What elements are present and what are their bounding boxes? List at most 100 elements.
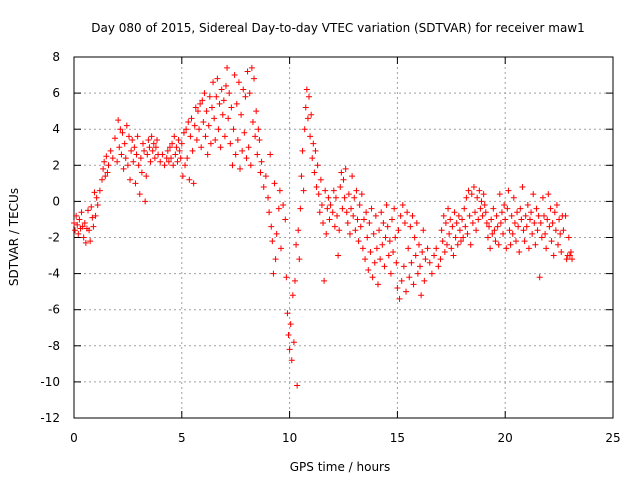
- data-point: [248, 64, 255, 71]
- data-point: [242, 93, 249, 100]
- data-point: [526, 216, 533, 223]
- data-point: [82, 239, 89, 246]
- data-point: [569, 256, 576, 263]
- data-point: [557, 230, 564, 237]
- axis-ticks: [73, 56, 614, 419]
- data-point: [549, 220, 556, 227]
- data-point: [369, 274, 376, 281]
- data-point: [409, 212, 416, 219]
- data-point: [237, 165, 244, 172]
- data-point: [408, 259, 415, 266]
- data-point: [489, 230, 496, 237]
- data-point: [283, 274, 290, 281]
- data-point: [193, 137, 200, 144]
- data-point: [282, 216, 289, 223]
- data-point: [255, 126, 262, 133]
- data-point: [120, 165, 127, 172]
- data-point: [401, 220, 408, 227]
- data-point: [476, 187, 483, 194]
- data-point: [188, 115, 195, 122]
- data-point: [222, 82, 229, 89]
- data-point: [334, 212, 341, 219]
- data-point: [285, 331, 292, 338]
- data-point: [437, 256, 444, 263]
- data-point: [141, 147, 148, 154]
- data-point: [251, 75, 258, 82]
- data-point: [315, 191, 322, 198]
- data-point: [220, 97, 227, 104]
- data-point: [341, 194, 348, 201]
- data-point: [159, 151, 166, 158]
- data-point: [320, 220, 327, 227]
- data-point: [345, 191, 352, 198]
- data-point: [217, 144, 224, 151]
- data-point: [186, 176, 193, 183]
- y-tick-label: 8: [52, 50, 60, 64]
- data-point: [123, 122, 130, 129]
- data-point: [469, 220, 476, 227]
- data-point: [406, 274, 413, 281]
- data-point: [169, 140, 176, 147]
- data-point: [299, 147, 306, 154]
- data-point: [365, 266, 372, 273]
- data-point: [481, 202, 488, 209]
- data-point: [151, 155, 158, 162]
- x-tick-label: 10: [282, 431, 297, 445]
- data-point: [179, 173, 186, 180]
- data-point: [102, 173, 109, 180]
- data-point: [258, 158, 265, 165]
- data-point: [420, 227, 427, 234]
- data-point: [171, 133, 178, 140]
- data-point: [256, 137, 263, 144]
- data-point: [356, 202, 363, 209]
- data-point: [462, 223, 469, 230]
- data-point: [289, 292, 296, 299]
- data-point: [178, 140, 185, 147]
- data-point: [514, 209, 521, 216]
- data-point: [196, 126, 203, 133]
- data-point: [114, 158, 121, 165]
- data-point: [300, 187, 307, 194]
- data-point: [322, 187, 329, 194]
- data-point: [233, 100, 240, 107]
- data-point: [539, 194, 546, 201]
- data-point: [192, 104, 199, 111]
- data-point: [449, 223, 456, 230]
- data-point: [556, 216, 563, 223]
- data-point: [164, 147, 171, 154]
- data-point: [234, 137, 241, 144]
- data-point: [92, 212, 99, 219]
- data-point: [550, 252, 557, 259]
- data-point: [135, 162, 142, 169]
- data-point: [393, 259, 400, 266]
- data-point: [418, 292, 425, 299]
- data-point: [562, 212, 569, 219]
- data-point: [313, 183, 320, 190]
- data-point: [104, 169, 111, 176]
- data-point: [501, 202, 508, 209]
- y-tick-label: -2: [48, 231, 60, 245]
- data-point: [280, 202, 287, 209]
- data-point: [270, 270, 277, 277]
- x-tick-label: 15: [390, 431, 405, 445]
- data-point: [386, 238, 393, 245]
- data-point: [208, 104, 215, 111]
- data-point: [266, 209, 273, 216]
- data-point: [212, 137, 219, 144]
- data-point: [525, 245, 532, 252]
- data-point: [387, 270, 394, 277]
- data-point: [314, 162, 321, 169]
- data-point: [184, 155, 191, 162]
- data-point: [89, 214, 96, 221]
- data-point: [376, 227, 383, 234]
- data-point: [454, 241, 461, 248]
- data-point: [529, 230, 536, 237]
- data-point: [286, 346, 293, 353]
- data-point: [442, 220, 449, 227]
- data-point: [161, 162, 168, 169]
- data-point: [359, 245, 366, 252]
- data-point: [382, 234, 389, 241]
- data-point: [392, 234, 399, 241]
- data-point: [346, 230, 353, 237]
